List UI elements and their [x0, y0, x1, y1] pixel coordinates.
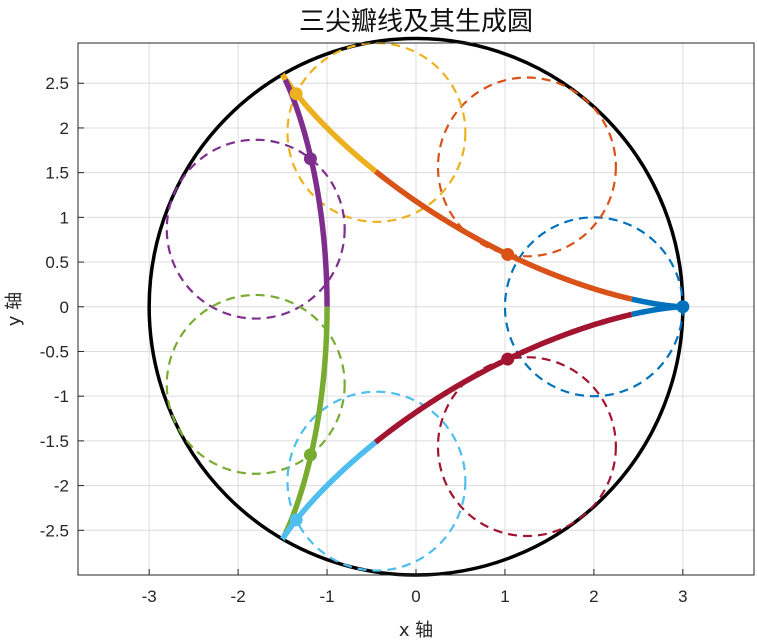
x-axis-label: x 轴	[399, 620, 433, 641]
rolling-circle	[286, 41, 467, 223]
tracing-point	[303, 152, 317, 166]
y-axis-label: y 轴	[4, 292, 25, 326]
tracing-point	[289, 513, 303, 527]
tracing-point	[501, 247, 515, 261]
y-tick-label: -2	[54, 477, 69, 496]
tracing-point	[676, 300, 690, 314]
y-tick-label: -1.5	[40, 432, 69, 451]
x-tick-label: 0	[411, 587, 420, 606]
tracing-point	[289, 87, 303, 101]
y-tick-label: 0.5	[45, 253, 69, 272]
y-tick-label: -2.5	[40, 521, 69, 540]
y-tick-label: -0.5	[40, 342, 69, 361]
x-tick-label: 2	[589, 587, 598, 606]
x-tick-label: -2	[231, 587, 246, 606]
y-tick-label: -1	[54, 387, 69, 406]
y-tick-label: 1.5	[45, 164, 69, 183]
x-tick-label: -1	[319, 587, 334, 606]
axes	[77, 42, 755, 576]
tracing-point	[303, 448, 317, 462]
rolling-circle	[436, 356, 617, 538]
rolling-circle	[436, 76, 617, 258]
grid	[78, 43, 754, 575]
tracing-point	[501, 352, 515, 366]
chart-title: 三尖瓣线及其生成圆	[299, 7, 533, 37]
rolling-circle	[165, 138, 346, 320]
y-tick-label: 1	[60, 208, 69, 227]
y-tick-label: 0	[60, 298, 69, 317]
rolling-circle	[286, 390, 467, 572]
x-tick-label: 3	[678, 587, 687, 606]
plot-area	[147, 36, 690, 577]
rolling-circle	[165, 293, 346, 475]
x-tick-label: 1	[500, 587, 509, 606]
y-tick-label: 2.5	[45, 74, 69, 93]
y-tick-label: 2	[60, 119, 69, 138]
tick-labels: -3 -2 -1 0 1 2 3 2.5 2 1.5 1 0.5 0 -0.5 -1 -1.5 -2 -2.5	[40, 74, 688, 606]
x-tick-label: -3	[142, 587, 157, 606]
